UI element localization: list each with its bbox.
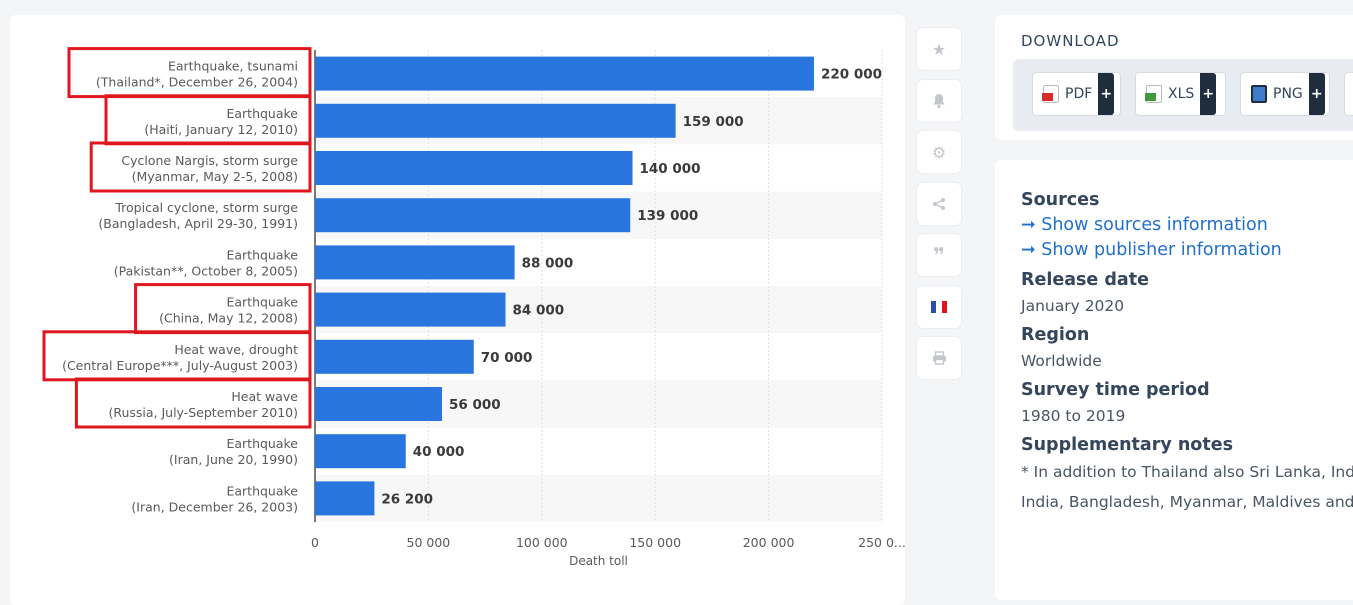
show-publisher-link[interactable]: ➞ Show publisher information — [1021, 240, 1282, 260]
bar — [315, 434, 406, 469]
category-label-line2: (Central Europe***, July-August 2003) — [62, 358, 298, 373]
cite-button[interactable]: ❞ — [917, 234, 961, 276]
category-label-line1: Earthquake, tsunami — [168, 59, 298, 74]
bar — [315, 292, 506, 327]
share-icon — [933, 197, 945, 210]
print-button[interactable] — [917, 337, 961, 379]
category-label-line2: (Pakistan**, October 8, 2005) — [114, 263, 298, 278]
category-label-line1: Earthquake — [226, 436, 298, 451]
category-label-line2: (Thailand*, December 26, 2004) — [96, 75, 298, 90]
png-icon — [1251, 85, 1267, 103]
language-button[interactable] — [917, 285, 961, 328]
supplementary-notes-heading: Supplementary notes — [1021, 435, 1233, 455]
region-heading: Region — [1021, 325, 1090, 345]
category-label-line1: Cyclone Nargis, storm surge — [121, 153, 298, 168]
pdf-plus: + — [1098, 73, 1115, 115]
bar-value-label: 220 000 — [821, 67, 882, 83]
star-icon: ★ — [931, 39, 947, 59]
bar-value-label: 88 000 — [522, 255, 574, 271]
category-label-line1: Earthquake — [226, 295, 298, 310]
bar — [315, 103, 676, 138]
bar — [315, 56, 814, 91]
quote-icon: ❞ — [933, 243, 945, 267]
category-label-line2: (Russia, July-September 2010) — [108, 405, 298, 420]
x-tick-label: 0 — [311, 535, 319, 550]
print-icon — [932, 351, 946, 365]
bar — [315, 387, 443, 421]
bar-value-label: 70 000 — [481, 350, 533, 366]
png-plus: + — [1308, 73, 1325, 115]
category-label-line1: Heat wave, drought — [174, 342, 298, 357]
highlight-box — [74, 377, 312, 429]
french-flag-icon — [931, 300, 947, 313]
bar-value-label: 26 200 — [381, 491, 433, 507]
download-pdf-button[interactable]: PDF + — [1032, 72, 1121, 116]
xls-plus: + — [1200, 73, 1217, 115]
pdf-label: PDF — [1065, 86, 1093, 102]
category-label-line2: (Myanmar, May 2-5, 2008) — [132, 169, 298, 184]
category-label-line1: Tropical cyclone, storm surge — [114, 200, 298, 215]
bar-value-label: 84 000 — [513, 303, 565, 319]
bar — [315, 245, 515, 280]
survey-period-heading: Survey time period — [1021, 380, 1210, 400]
bell-icon — [933, 93, 945, 108]
notification-button[interactable] — [917, 79, 961, 122]
category-label-line2: (Bangladesh, April 29-30, 1991) — [98, 216, 298, 231]
region-value: Worldwide — [1021, 352, 1102, 370]
xls-label: XLS — [1168, 86, 1195, 102]
x-tick-label: 250 0... — [858, 535, 905, 550]
download-bar: PDF + XLS + PNG + — [1013, 59, 1353, 131]
bar-value-label: 40 000 — [413, 444, 465, 460]
favorite-button[interactable]: ★ — [917, 28, 961, 70]
xls-icon — [1145, 85, 1162, 103]
bar-value-label: 56 000 — [449, 397, 501, 413]
survey-period-value: 1980 to 2019 — [1021, 407, 1126, 425]
share-button[interactable] — [917, 182, 961, 225]
category-label-line2: (Iran, December 26, 2003) — [131, 499, 298, 514]
sources-heading: Sources — [1021, 190, 1100, 210]
bar — [315, 198, 631, 233]
category-label-line2: (Iran, June 20, 1990) — [169, 452, 298, 467]
x-axis-title: Death toll — [569, 554, 628, 568]
chart-toolbar: ★ ⚙ ❞ — [917, 28, 963, 389]
x-tick-label: 100 000 — [516, 535, 568, 550]
download-more-button[interactable] — [1344, 72, 1353, 116]
bar — [315, 151, 633, 185]
x-tick-label: 150 000 — [629, 535, 681, 550]
show-sources-link[interactable]: ➞ Show sources information — [1021, 215, 1268, 235]
row-stripe — [315, 474, 882, 522]
highlight-box — [89, 141, 312, 193]
category-label-line1: Heat wave — [231, 389, 298, 404]
category-label-line1: Earthquake — [226, 247, 298, 262]
release-date-heading: Release date — [1021, 270, 1149, 290]
pdf-icon — [1042, 85, 1059, 103]
category-label-line2: (China, May 12, 2008) — [159, 311, 298, 326]
gear-icon: ⚙ — [931, 142, 947, 162]
category-label-line1: Earthquake — [226, 106, 298, 121]
bar-value-label: 140 000 — [640, 161, 701, 177]
download-panel: DOWNLOAD PDF + XLS + PNG + — [995, 15, 1353, 140]
x-tick-label: 200 000 — [743, 535, 795, 550]
download-title: DOWNLOAD — [1021, 32, 1120, 50]
bar — [315, 481, 375, 516]
supplementary-note-line-1: * In addition to Thailand also Sri Lanka… — [1021, 463, 1353, 481]
bar — [315, 339, 474, 374]
png-label: PNG — [1273, 86, 1303, 102]
category-label-line2: (Haiti, January 12, 2010) — [144, 122, 298, 137]
x-tick-label: 50 000 — [407, 535, 451, 550]
download-xls-button[interactable]: XLS + — [1135, 72, 1226, 116]
category-label-line1: Earthquake — [226, 483, 298, 498]
bar-value-label: 159 000 — [683, 114, 744, 130]
bar-chart: 0 50 000 100 000 150 000 200 000 250 0... Deat… — [42, 47, 905, 568]
download-png-button[interactable]: PNG + — [1240, 72, 1330, 116]
settings-button[interactable]: ⚙ — [917, 131, 961, 173]
release-date-value: January 2020 — [1021, 297, 1125, 315]
info-panel: Sources ➞ Show sources information ➞ Sho… — [995, 160, 1353, 600]
bar-value-label: 139 000 — [637, 208, 698, 224]
chart-card: 0 50 000 100 000 150 000 200 000 250 0... Deat… — [10, 15, 905, 605]
supplementary-note-line-2: India, Bangladesh, Myanmar, Maldives and — [1021, 493, 1353, 511]
